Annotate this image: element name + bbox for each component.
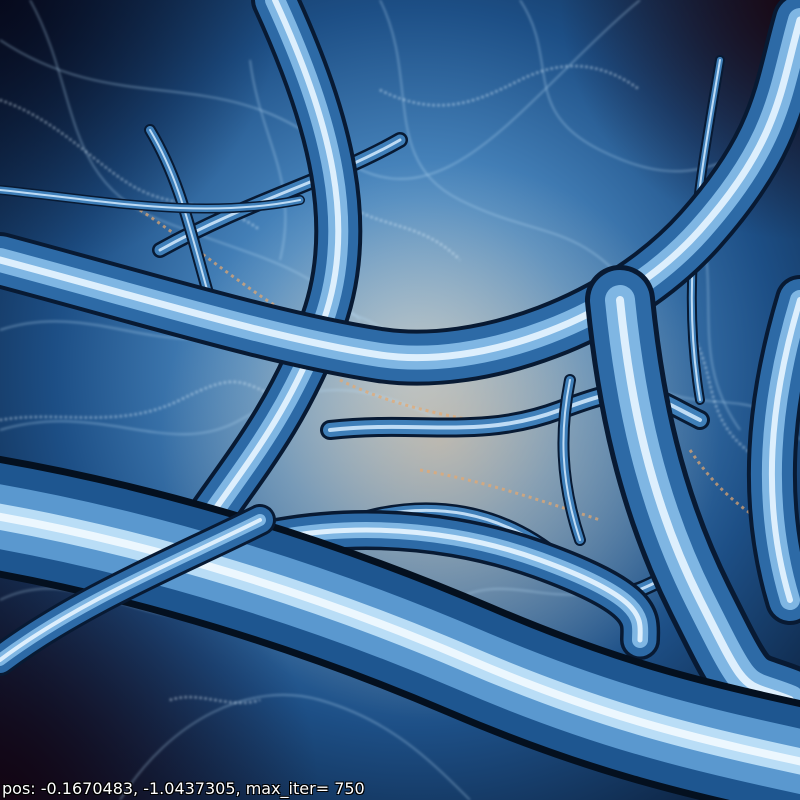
right-funnel-tube [585,265,800,735]
upper-cross-tube [0,0,800,386]
background-tube [0,185,305,214]
foreground-diagonal-tube [0,455,800,800]
position-readout: pos: -0.1670483, -1.0437305, max_iter= 7… [2,779,365,798]
background-tube [557,374,586,546]
lower-left-tube [0,504,276,676]
right-edge-tube [746,275,800,625]
